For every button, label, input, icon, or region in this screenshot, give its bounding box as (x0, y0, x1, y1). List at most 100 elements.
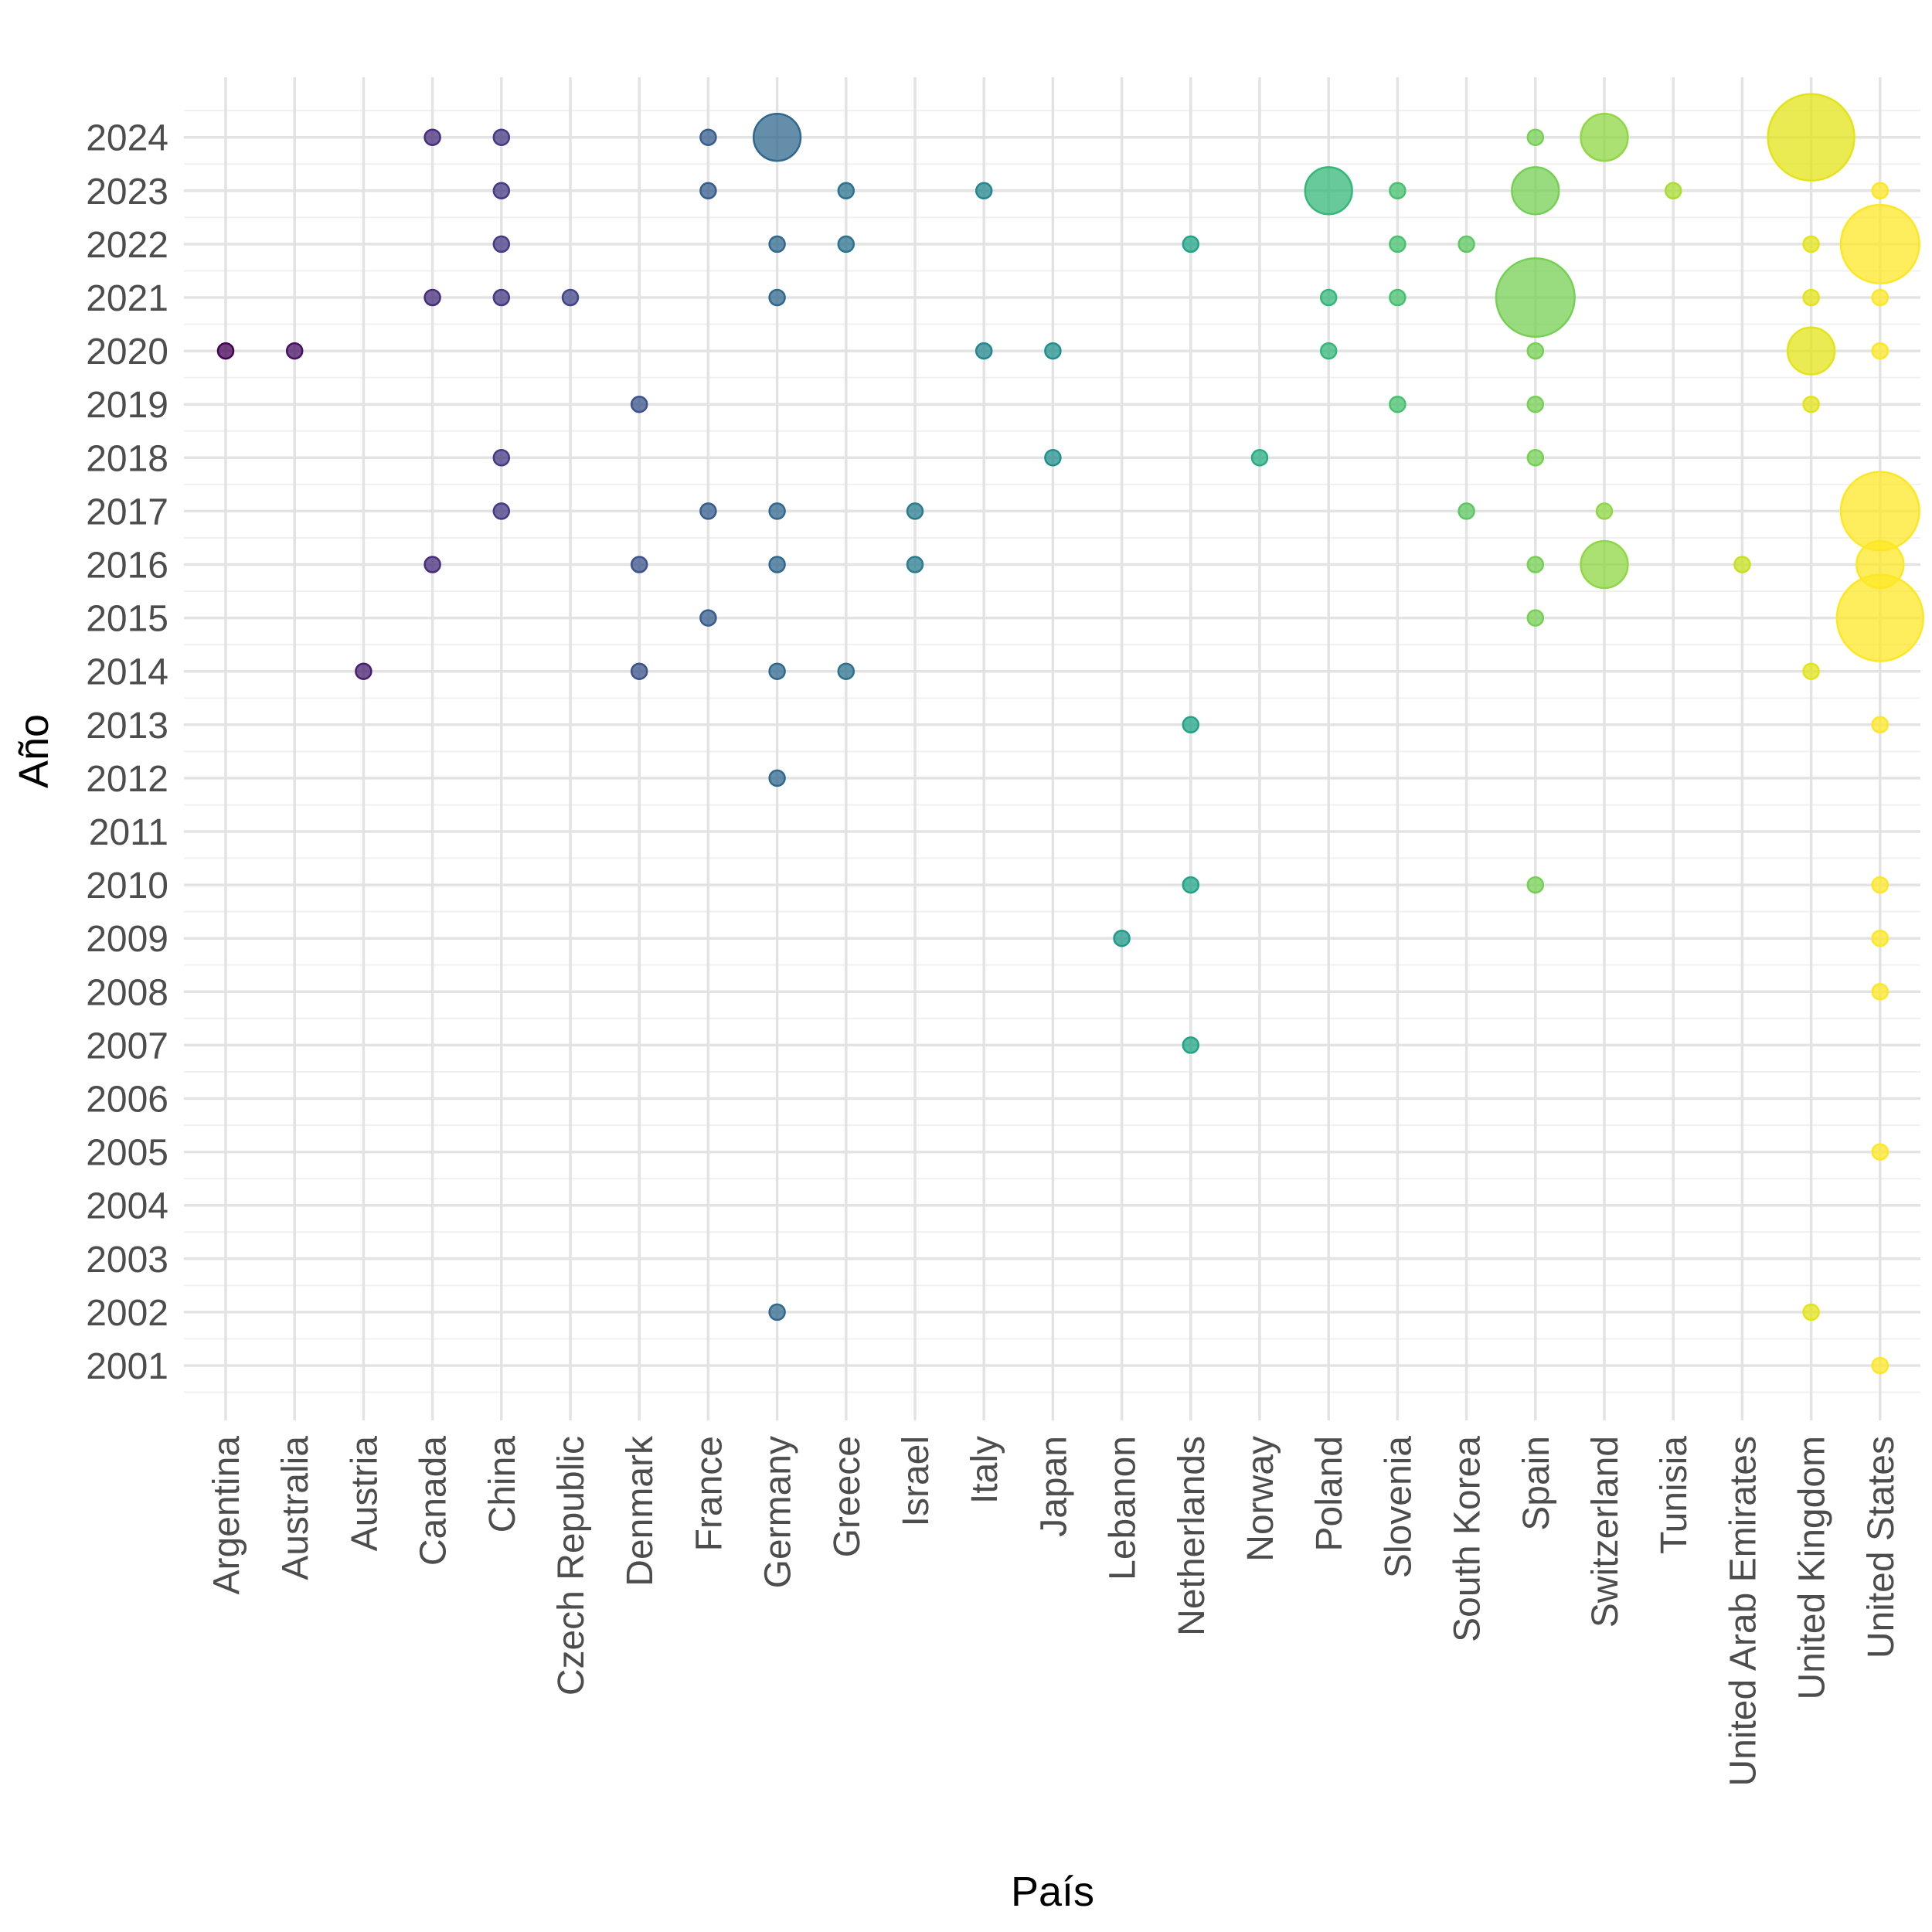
point-united-states-2022 (1839, 203, 1920, 284)
point-spain-2021 (1495, 257, 1576, 338)
x-tick-label-japan: Japan (1033, 1436, 1074, 1537)
point-china-2022 (492, 235, 511, 253)
point-france-2015 (699, 609, 717, 627)
y-tick-label-2009: 2009 (86, 919, 168, 960)
point-slovenia-2019 (1389, 395, 1406, 413)
x-tick-labels: Argentina Australia Austria Canada China Czec… (206, 1435, 1902, 1787)
y-tick-label-2002: 2002 (86, 1293, 168, 1334)
x-tick-label-australia: Australia (275, 1436, 316, 1580)
point-czech-republic-2021 (561, 288, 580, 307)
point-germany-2022 (768, 235, 786, 253)
point-germany-2024 (752, 113, 802, 162)
y-tick-label-2020: 2020 (86, 332, 168, 372)
point-canada-2021 (423, 288, 441, 307)
point-greece-2023 (837, 182, 855, 200)
y-tick-label-2003: 2003 (86, 1240, 168, 1281)
point-greece-2014 (837, 662, 855, 680)
point-united-states-2013 (1871, 716, 1889, 734)
point-japan-2020 (1044, 342, 1062, 360)
point-united-states-2023 (1871, 182, 1889, 200)
point-spain-2020 (1526, 342, 1545, 360)
x-tick-label-united-states: United States (1861, 1436, 1902, 1658)
x-tick-label-slovenia: Slovenia (1378, 1436, 1419, 1578)
point-denmark-2019 (630, 395, 648, 413)
point-netherlands-2007 (1182, 1036, 1200, 1054)
point-denmark-2016 (630, 556, 648, 573)
point-poland-2021 (1319, 288, 1338, 307)
y-tick-label-2011: 2011 (89, 812, 168, 853)
point-israel-2016 (906, 556, 924, 573)
point-switzerland-2024 (1580, 113, 1629, 162)
x-tick-label-canada: Canada (413, 1436, 454, 1566)
point-united-kingdom-2024 (1767, 93, 1855, 182)
point-slovenia-2022 (1389, 235, 1406, 253)
point-united-states-2008 (1871, 983, 1889, 1001)
grid-lines (184, 77, 1920, 1420)
point-united-states-2021 (1871, 288, 1889, 307)
point-united-states-2020 (1871, 342, 1889, 360)
point-united-arab-emirates-2016 (1733, 556, 1751, 573)
point-china-2021 (492, 288, 511, 307)
point-spain-2018 (1526, 449, 1545, 467)
point-japan-2018 (1044, 449, 1062, 467)
point-slovenia-2023 (1389, 182, 1406, 200)
x-tick-label-spain: Spain (1516, 1436, 1557, 1531)
x-tick-label-tunisia: Tunisia (1654, 1436, 1695, 1554)
x-axis-title: País (1011, 1869, 1094, 1915)
point-france-2024 (699, 128, 717, 146)
point-austria-2014 (355, 662, 372, 680)
point-canada-2016 (423, 556, 441, 573)
point-netherlands-2013 (1182, 716, 1200, 734)
point-greece-2022 (837, 235, 855, 253)
point-germany-2017 (768, 502, 786, 520)
point-spain-2024 (1526, 128, 1545, 146)
point-argentina-2020 (216, 342, 235, 360)
point-china-2023 (492, 182, 511, 200)
y-tick-label-2006: 2006 (86, 1080, 168, 1121)
point-slovenia-2021 (1389, 288, 1406, 307)
point-tunisia-2023 (1664, 182, 1682, 200)
point-germany-2002 (768, 1303, 786, 1321)
x-tick-label-argentina: Argentina (206, 1436, 247, 1595)
y-tick-label-2022: 2022 (86, 225, 168, 266)
y-tick-label-2007: 2007 (86, 1026, 168, 1066)
y-tick-label-2019: 2019 (86, 385, 168, 426)
point-israel-2017 (906, 502, 924, 520)
x-tick-label-austria: Austria (344, 1436, 385, 1552)
y-tick-label-2004: 2004 (86, 1186, 168, 1227)
x-tick-label-germany: Germany (758, 1436, 799, 1588)
x-tick-label-united-arab-emirates: United Arab Emirates (1723, 1436, 1764, 1787)
y-tick-label-2015: 2015 (86, 599, 168, 640)
point-china-2024 (492, 128, 511, 146)
x-tick-label-greece: Greece (827, 1436, 868, 1557)
point-italy-2023 (975, 182, 993, 200)
point-germany-2021 (768, 288, 786, 307)
y-tick-label-2016: 2016 (86, 546, 168, 587)
x-tick-label-israel: Israel (896, 1436, 937, 1526)
point-denmark-2014 (630, 662, 648, 680)
point-norway-2018 (1250, 449, 1269, 467)
y-tick-label-2001: 2001 (86, 1346, 168, 1387)
y-tick-label-2021: 2021 (86, 278, 168, 319)
x-tick-label-poland: Poland (1309, 1436, 1350, 1551)
y-tick-label-2017: 2017 (86, 492, 168, 532)
point-united-kingdom-2022 (1802, 235, 1820, 253)
x-tick-label-south-korea: South Korea (1447, 1436, 1488, 1642)
point-spain-2015 (1526, 609, 1545, 627)
x-tick-label-france: France (689, 1436, 730, 1551)
y-tick-label-2010: 2010 (86, 866, 168, 906)
y-tick-labels: 2001 2002 2003 2004 2005 2006 2007 2008 2009 2010… (86, 118, 168, 1387)
point-china-2017 (492, 502, 511, 520)
point-germany-2012 (768, 769, 786, 787)
x-tick-label-switzerland: Switzerland (1585, 1436, 1626, 1628)
point-germany-2014 (768, 662, 786, 680)
point-netherlands-2010 (1182, 876, 1200, 894)
y-tick-label-2013: 2013 (86, 706, 168, 747)
point-united-kingdom-2020 (1786, 326, 1836, 376)
point-france-2017 (699, 502, 717, 520)
point-china-2018 (492, 449, 511, 467)
point-poland-2020 (1319, 342, 1338, 360)
point-switzerland-2017 (1595, 502, 1614, 520)
